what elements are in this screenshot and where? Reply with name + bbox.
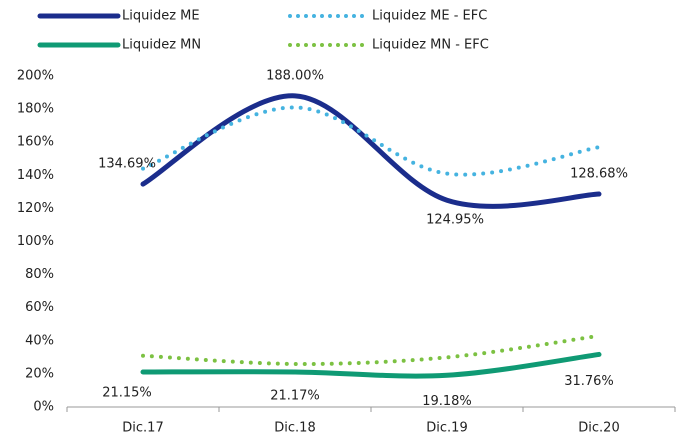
data-label: 31.76% [564,374,614,389]
y-tick-label: 20% [25,366,54,381]
x-tick-label: Dic.18 [274,421,315,436]
legend-label: Liquidez MN [122,38,201,53]
y-tick-label: 0% [33,400,54,415]
series-line [140,351,602,379]
data-label: 19.18% [422,394,472,409]
series-line [141,105,601,177]
y-tick-label: 40% [25,333,54,348]
data-label: 124.95% [426,213,484,228]
x-tick-label: Dic.20 [578,421,619,436]
y-tick-label: 180% [17,102,54,117]
data-label: 128.68% [570,167,628,182]
data-label: 188.00% [266,68,324,83]
data-label: 21.17% [270,388,320,403]
legend-label: Liquidez ME [122,9,200,24]
y-tick-label: 60% [25,300,54,315]
y-tick-label: 80% [25,267,54,282]
y-tick-label: 160% [17,135,54,150]
x-tick-label: Dic.19 [426,421,467,436]
data-label: 21.15% [102,385,152,400]
legend-label: Liquidez ME - EFC [372,9,487,24]
series-line [140,93,602,209]
series-line [141,333,601,366]
y-tick-label: 200% [17,69,54,84]
y-tick-label: 140% [17,168,54,183]
data-label: 134.69% [98,157,156,172]
y-tick-label: 120% [17,201,54,216]
x-tick-label: Dic.17 [122,421,163,436]
legend-label: Liquidez MN - EFC [372,38,489,53]
y-tick-label: 100% [17,234,54,249]
